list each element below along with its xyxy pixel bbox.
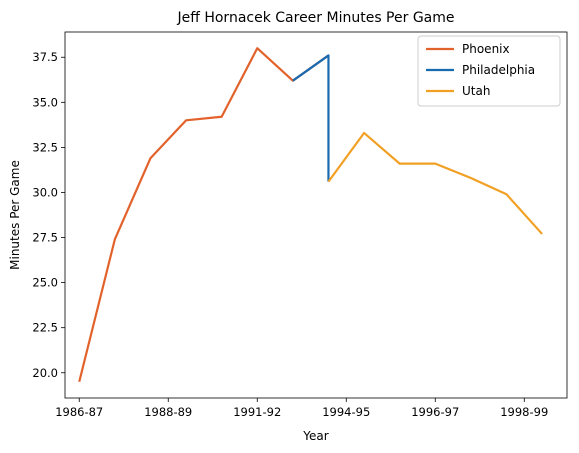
legend-label-phoenix: Phoenix <box>462 42 510 56</box>
y-tick-label: 35.0 <box>32 95 58 109</box>
y-tick-label: 30.0 <box>32 185 58 199</box>
plot-frame <box>64 31 568 399</box>
y-tick-label: 32.5 <box>32 140 58 154</box>
y-tick-label: 22.5 <box>32 321 58 335</box>
x-tick-label: 1986-87 <box>55 405 103 419</box>
x-tick-label: 1996-97 <box>411 405 459 419</box>
chart-title: Jeff Hornacek Career Minutes Per Game <box>177 10 455 26</box>
x-axis: 1986-87 1988-89 1991-92 1994-95 1996-97 1998-… <box>55 398 548 419</box>
legend-box <box>417 35 561 107</box>
series-line-phoenix <box>78 47 330 383</box>
series-line-philadelphia <box>292 54 330 182</box>
legend-label-utah: Utah <box>462 84 490 98</box>
x-tick-label: 1988-89 <box>144 405 192 419</box>
y-tick-label: 27.5 <box>32 231 58 245</box>
x-tick-label: 1991-92 <box>233 405 281 419</box>
x-tick-label: 1998-99 <box>500 405 548 419</box>
legend: Phoenix Philadelphia Utah <box>417 35 561 107</box>
x-axis-label: Year <box>302 429 328 443</box>
legend-label-philadelphia: Philadelphia <box>462 63 535 77</box>
y-tick-label: 37.5 <box>32 50 58 64</box>
x-tick-label: 1994-95 <box>322 405 370 419</box>
y-axis: 20.0 22.5 25.0 27.5 30.0 32.5 35.0 37.5 <box>32 50 65 380</box>
series-line-utah <box>327 131 543 235</box>
y-tick-label: 20.0 <box>32 366 58 380</box>
plot-area <box>64 31 568 399</box>
series-layer <box>78 47 543 383</box>
y-tick-label: 25.0 <box>32 276 58 290</box>
y-axis-label: Minutes Per Game <box>8 160 22 270</box>
